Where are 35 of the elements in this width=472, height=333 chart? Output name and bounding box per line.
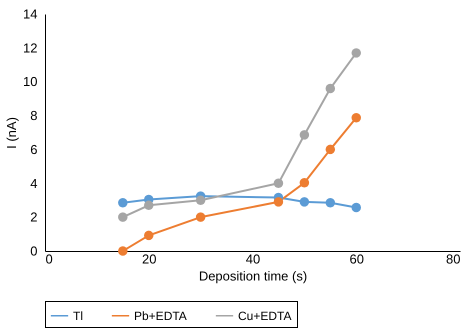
point	[326, 144, 336, 154]
y-tick-label: 10	[23, 74, 38, 90]
y-tick-label: 4	[30, 176, 38, 191]
x-axis-title: Deposition time (s)	[198, 268, 308, 284]
point	[196, 195, 206, 205]
y-tick-label: 8	[30, 108, 38, 124]
point	[274, 178, 284, 188]
legend-label: Tl	[73, 308, 83, 323]
y-tick-label: 2	[30, 210, 38, 225]
x-tick-label: 80	[446, 252, 460, 266]
legend-label: Cu+EDTA	[238, 308, 292, 323]
x-tick-label: 0	[46, 252, 53, 266]
point	[352, 113, 361, 123]
point	[274, 197, 284, 207]
point	[300, 130, 310, 140]
point	[118, 212, 128, 222]
y-tick-label: 14	[23, 6, 38, 22]
legend-label: Pb+EDTA	[134, 308, 187, 323]
y-tick-label: 12	[23, 40, 38, 56]
y-axis-title: I (nA)	[4, 117, 20, 149]
y-tick-label: 6	[30, 142, 38, 157]
x-tick-label: 20	[142, 252, 156, 266]
point	[196, 212, 206, 222]
point	[144, 230, 154, 240]
point	[352, 48, 361, 58]
x-tick-label: 60	[350, 252, 364, 266]
x-tick-label: 40	[246, 252, 260, 266]
point	[326, 198, 336, 208]
point	[300, 178, 310, 188]
point	[118, 246, 128, 256]
point	[144, 200, 154, 210]
point	[352, 202, 361, 212]
point	[326, 84, 336, 94]
point	[118, 198, 128, 208]
point	[300, 197, 310, 207]
